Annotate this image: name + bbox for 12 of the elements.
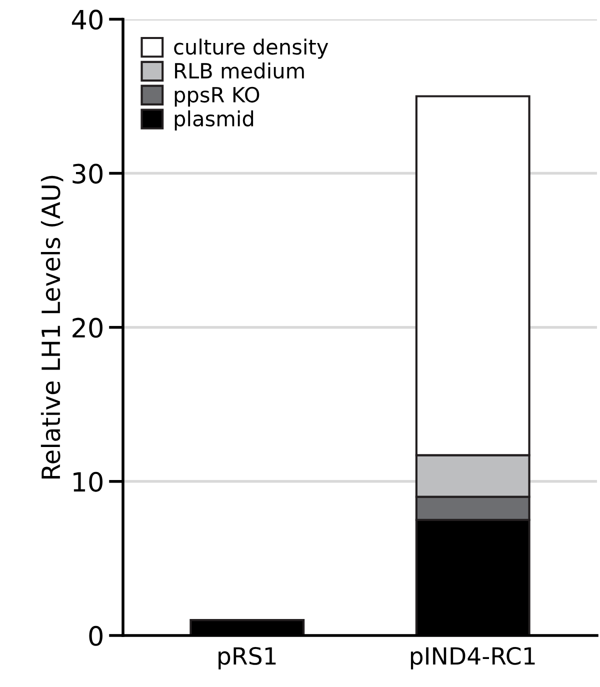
y-tick-label: 40 [72,10,102,30]
y-axis-title: Relative LH1 Levels (AU) [40,176,64,479]
x-tick-label: pIND4-RC1 [410,647,535,670]
legend-label: RLB medium [175,62,304,79]
y-tick-label: 0 [89,626,102,646]
x-tick-label: pRS1 [218,647,276,670]
legend-label: plasmid [174,110,254,131]
y-tick-label: 20 [72,318,102,338]
legend-label: culture density [174,38,328,59]
y-tick-label: 10 [74,472,102,492]
legend-label: ppsR KO [174,86,260,107]
y-tick-label: 30 [72,164,102,184]
